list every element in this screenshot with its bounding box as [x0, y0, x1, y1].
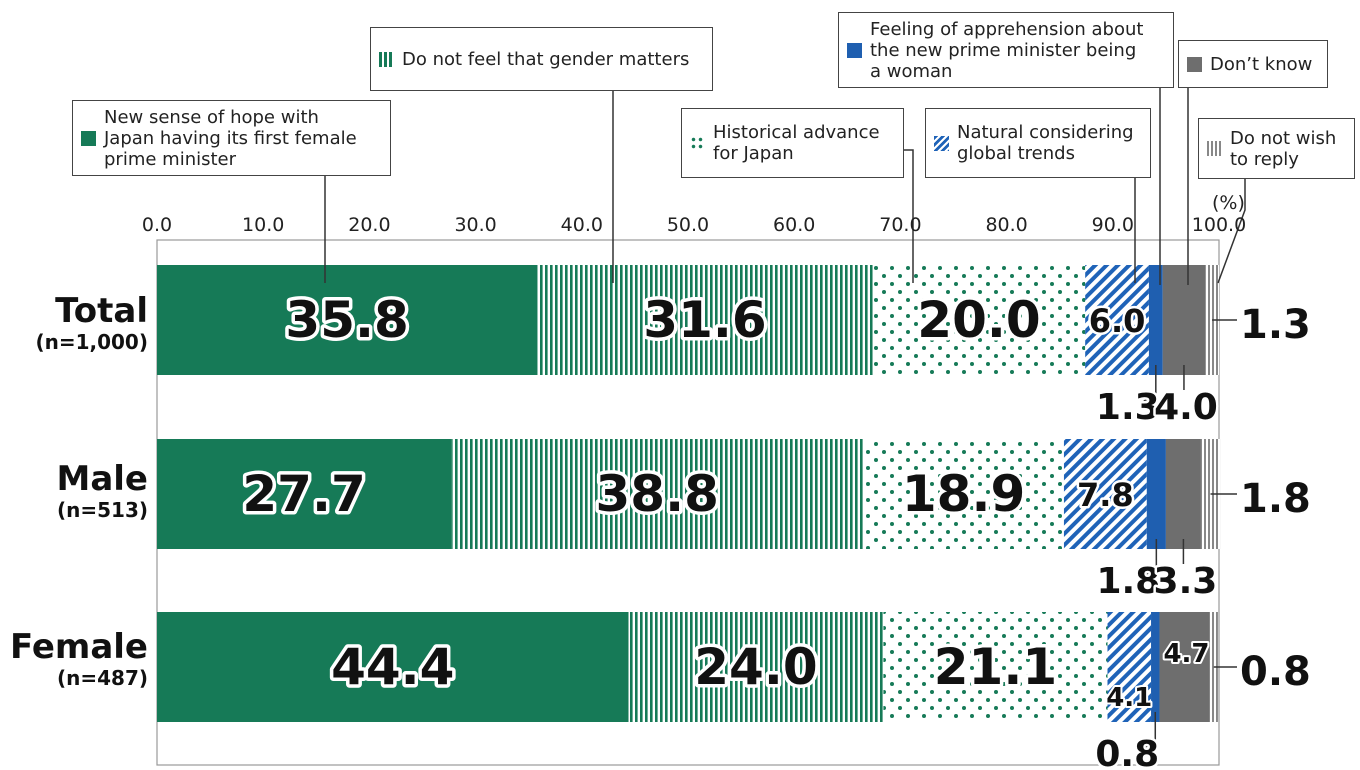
leader-line [1143, 365, 1157, 402]
data-label: 4.0 [1154, 387, 1218, 428]
x-tick-label: 0.0 [141, 214, 173, 236]
data-label: 20.0 [917, 291, 1040, 349]
category-label-male: Male (n=513) [56, 459, 149, 522]
legend-apprehension: Feeling of apprehension about the new pr… [838, 12, 1174, 88]
legend-gender-not-matter: Do not feel that gender matters [370, 27, 713, 91]
data-label: 4.7 [1163, 639, 1209, 669]
bar-segment-total-3 [1085, 265, 1149, 375]
legend-text: Don’t know [1210, 53, 1313, 75]
green-dots-swatch-icon [690, 135, 705, 151]
x-tick-label: 40.0 [560, 214, 603, 236]
green-stripes-swatch-icon [379, 51, 394, 67]
leader-line [1144, 539, 1158, 576]
solid-blue-swatch-icon [847, 42, 862, 58]
legend-text: New sense of hope with Japan having its … [104, 106, 357, 170]
bar-segment-male-3 [1063, 439, 1147, 549]
x-tick-label: 10.0 [242, 214, 285, 236]
leader-line [1217, 179, 1246, 284]
gray-stripes-swatch-icon [1207, 141, 1222, 156]
data-label: 27.7 [242, 465, 365, 523]
category-label-female: Female (n=487) [10, 627, 148, 690]
x-tick-label: 50.0 [666, 214, 710, 236]
bar-segment-female-2 [883, 612, 1108, 722]
bar-segment-male-0 [157, 439, 452, 549]
legend-text: Do not feel that gender matters [402, 48, 690, 70]
data-label: 44.4 [331, 638, 454, 696]
x-tick-label: 70.0 [879, 214, 922, 236]
data-label: 24.0 [694, 638, 817, 696]
bar-segment-total-5 [1162, 265, 1206, 375]
legend-text: Natural considering global trends [957, 122, 1134, 164]
bar-segment-male-4 [1146, 439, 1166, 549]
data-label: 6.0 [1089, 302, 1146, 340]
x-tick-label: 100.0 [1191, 214, 1247, 236]
bar-segment-female-3 [1107, 612, 1152, 722]
legend-historical-advance: Historical advance for Japan [681, 108, 904, 178]
data-label: 31.6 [643, 291, 766, 349]
leader-line [1142, 712, 1157, 749]
data-label: 3.3 [1154, 561, 1218, 602]
bar-segment-female-1 [628, 612, 884, 722]
legend-natural-global-trends: Natural considering global trends [925, 108, 1151, 178]
data-label: 0.8 [1240, 649, 1311, 695]
x-tick-label: 20.0 [348, 214, 391, 236]
data-label: 21.1 [934, 638, 1057, 696]
legend-text: Historical advance for Japan [713, 122, 880, 164]
data-label: 0.8 [1095, 734, 1159, 770]
data-label: 35.8 [285, 291, 408, 349]
data-label: 18.9 [902, 465, 1025, 523]
bar-segment-male-2 [863, 439, 1064, 549]
solid-gray-swatch-icon [1187, 56, 1202, 72]
x-tick-label: 90.0 [1091, 214, 1134, 236]
x-tick-label: 30.0 [454, 214, 497, 236]
legend-new-sense-of-hope: New sense of hope with Japan having its … [72, 100, 391, 176]
legend-text: Feeling of apprehension about the new pr… [870, 18, 1144, 82]
bar-segment-male-1 [451, 439, 864, 549]
bar-segment-female-5 [1159, 612, 1210, 722]
axis-unit-label: (%) [1212, 192, 1245, 214]
data-label: 38.8 [596, 465, 719, 523]
data-label: 1.3 [1096, 387, 1160, 428]
bar-segment-total-1 [537, 265, 873, 375]
x-tick-label: 60.0 [773, 214, 816, 236]
legend-no-reply: Do not wish to reply [1198, 118, 1355, 179]
data-label: 1.3 [1240, 302, 1311, 348]
category-label-total: Total (n=1,000) [35, 291, 148, 354]
legend-text: Do not wish to reply [1230, 127, 1337, 170]
bar-segment-female-0 [157, 612, 629, 722]
bar-segment-male-5 [1165, 439, 1201, 549]
bar-segment-total-2 [872, 265, 1086, 375]
bar-segment-total-6 [1205, 265, 1219, 375]
data-label: 1.8 [1240, 476, 1311, 522]
blue-diagonal-swatch-icon [934, 135, 949, 151]
bar-segment-female-4 [1151, 612, 1160, 722]
legend-dont-know: Don’t know [1178, 40, 1328, 88]
data-label: 1.8 [1096, 561, 1160, 602]
x-tick-label: 80.0 [985, 214, 1028, 236]
bar-segment-total-4 [1148, 265, 1163, 375]
data-label: 7.8 [1077, 476, 1134, 514]
leader-line [904, 149, 914, 283]
data-label: 4.1 [1106, 683, 1152, 713]
solid-green-swatch-icon [81, 130, 96, 146]
bar-segment-total-0 [157, 265, 538, 375]
